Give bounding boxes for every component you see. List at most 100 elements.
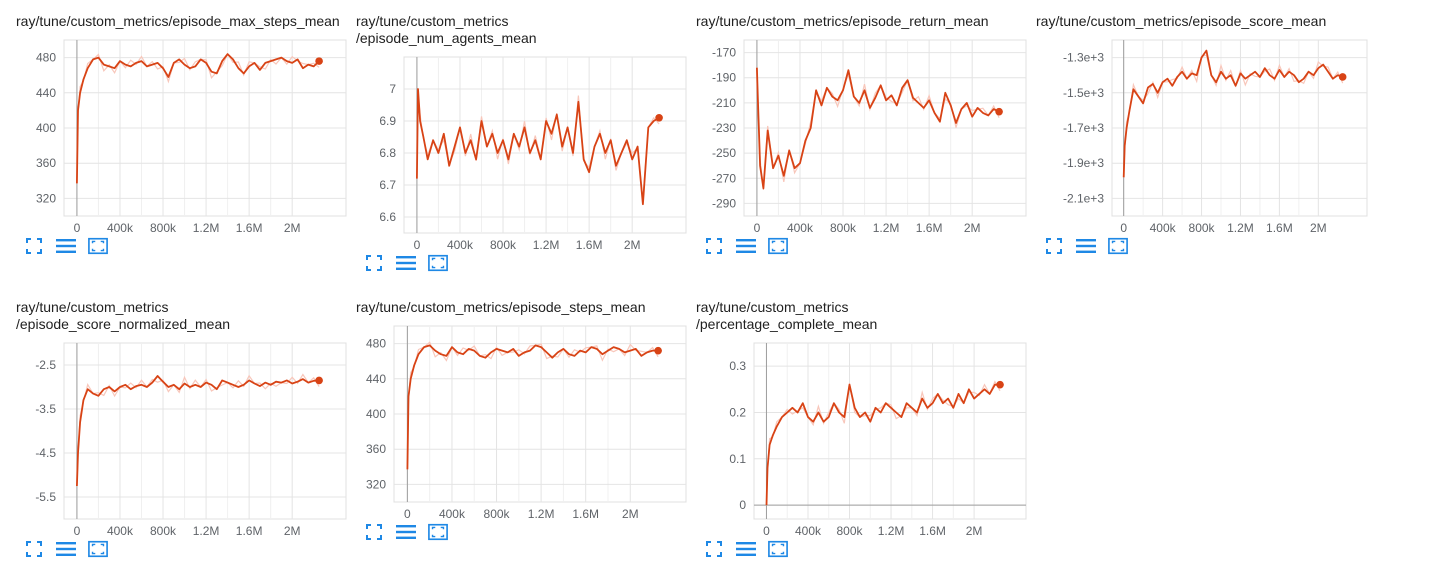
chart-toolbar — [704, 236, 788, 256]
chart-toolbar — [364, 253, 448, 273]
y-tick-label: 6.8 — [379, 146, 396, 160]
y-tick-label: -1.3e+3 — [1063, 51, 1104, 65]
chart-title: ray/tune/custom_metrics/episode_max_step… — [16, 13, 340, 29]
x-tick-label: 800k — [1189, 221, 1216, 235]
chart-plot[interactable]: 0 400k 800k 1.2M 1.6M 2M 7 6.9 6.8 6.7 6.6 — [379, 56, 687, 255]
smoothed-series-line — [76, 375, 320, 487]
y-tick-label: -170 — [712, 46, 736, 60]
chart-plot[interactable]: 0 400k 800k 1.2M 1.6M 2M 480 440 400 360 320 — [36, 39, 347, 238]
y-tick-label: -250 — [712, 146, 736, 160]
x-tick-label: 1.2M — [878, 524, 905, 538]
chart-plot[interactable]: 0 400k 800k 1.2M 1.6M 2M 0.3 0.2 0.1 0 — [729, 342, 1027, 541]
y-tick-label: 6.9 — [379, 114, 396, 128]
fit-domain-button[interactable] — [768, 539, 788, 559]
y-tick-label: 400 — [366, 407, 386, 421]
x-tick-label: 800k — [484, 507, 511, 521]
y-tick-label: -2.5 — [35, 358, 56, 372]
fit-domain-button[interactable] — [768, 236, 788, 256]
fit-screen-icon — [88, 237, 108, 255]
chart-plot[interactable]: 0 400k 800k 1.2M 1.6M 2M -170 -190 -210 -230 -250 -… — [712, 39, 1027, 238]
chart-title: ray/tune/custom_metrics /episode_num_age… — [356, 13, 537, 46]
x-tick-label: 1.2M — [533, 238, 560, 252]
smoothed-series-line — [756, 67, 1000, 190]
y-tick-label: 480 — [36, 51, 56, 65]
y-tick-label: -270 — [712, 171, 736, 185]
smoothed-series-line — [406, 344, 659, 470]
chart-title: ray/tune/custom_metrics/episode_score_me… — [1036, 13, 1327, 29]
x-tick-label: 800k — [836, 524, 863, 538]
y-tick-label: -1.7e+3 — [1063, 121, 1104, 135]
fit-domain-button[interactable] — [428, 253, 448, 273]
list-icon — [56, 542, 76, 556]
fit-domain-button[interactable] — [88, 236, 108, 256]
y-tick-label: -5.5 — [35, 490, 56, 504]
list-icon — [396, 525, 416, 539]
raw-series-line — [76, 52, 320, 184]
list-icon — [396, 256, 416, 270]
x-tick-label: 400k — [1150, 221, 1177, 235]
plot-frame — [63, 342, 347, 520]
fit-screen-icon — [88, 540, 108, 558]
data-table-button[interactable] — [1076, 236, 1096, 256]
y-tick-label: -4.5 — [35, 446, 56, 460]
chart-toolbar — [364, 522, 448, 542]
fit-screen-icon — [428, 523, 448, 541]
y-tick-label: 6.7 — [379, 178, 396, 192]
last-point-marker — [654, 346, 662, 355]
x-tick-label: 2M — [284, 524, 301, 538]
smoothed-series-line — [1122, 49, 1344, 178]
x-tick-label: 1.2M — [528, 507, 555, 521]
smoothed-series-line — [765, 383, 1000, 506]
data-table-button[interactable] — [56, 539, 76, 559]
fullscreen-button[interactable] — [704, 236, 724, 256]
data-table-button[interactable] — [396, 522, 416, 542]
fit-domain-button[interactable] — [1108, 236, 1128, 256]
y-tick-label: -190 — [712, 71, 736, 85]
fullscreen-button[interactable] — [24, 236, 44, 256]
fullscreen-button[interactable] — [704, 539, 724, 559]
raw-series-line — [756, 67, 1000, 190]
data-table-button[interactable] — [56, 236, 76, 256]
fullscreen-button[interactable] — [1044, 236, 1064, 256]
x-tick-label: 2M — [1310, 221, 1327, 235]
fit-domain-button[interactable] — [428, 522, 448, 542]
chart-plot[interactable]: 0 400k 800k 1.2M 1.6M 2M -2.5 -3.5 -4.5 -5.5 — [35, 342, 347, 541]
x-tick-label: 2M — [284, 221, 301, 235]
x-tick-label: 1.6M — [919, 524, 946, 538]
y-tick-label: 0.3 — [729, 359, 746, 373]
chart-title: ray/tune/custom_metrics /percentage_comp… — [696, 299, 878, 332]
expand-icon — [1046, 238, 1062, 254]
x-tick-label: 1.6M — [236, 221, 263, 235]
fullscreen-button[interactable] — [364, 253, 384, 273]
x-tick-label: 2M — [966, 524, 983, 538]
y-tick-label: 360 — [366, 442, 386, 456]
chart-plot[interactable]: 0 400k 800k 1.2M 1.6M 2M 480 440 400 360 320 — [366, 325, 687, 524]
fit-screen-icon — [428, 254, 448, 272]
chart-plot[interactable]: 0 400k 800k 1.2M 1.6M 2M -1.3e+3 -1.5e+3 -1.7e+3… — [1063, 39, 1368, 238]
y-tick-label: 320 — [36, 191, 56, 205]
y-tick-label: 440 — [36, 86, 56, 100]
x-tick-label: 0 — [763, 524, 770, 538]
list-icon — [736, 542, 756, 556]
expand-icon — [26, 541, 42, 557]
x-tick-label: 1.2M — [873, 221, 900, 235]
data-table-button[interactable] — [736, 539, 756, 559]
chart-toolbar — [1044, 236, 1128, 256]
fit-domain-button[interactable] — [88, 539, 108, 559]
list-icon — [56, 239, 76, 253]
x-tick-label: 0 — [404, 507, 411, 521]
y-tick-label: -210 — [712, 96, 736, 110]
data-table-button[interactable] — [736, 236, 756, 256]
x-tick-label: 400k — [107, 221, 134, 235]
last-point-marker — [315, 57, 323, 65]
fullscreen-button[interactable] — [24, 539, 44, 559]
data-table-button[interactable] — [396, 253, 416, 273]
raw-series-line — [416, 92, 660, 200]
last-point-marker — [995, 107, 1003, 116]
y-tick-label: 320 — [366, 477, 386, 491]
expand-icon — [366, 255, 382, 271]
fit-screen-icon — [1108, 237, 1128, 255]
x-tick-label: 800k — [490, 238, 517, 252]
y-tick-label: -230 — [712, 121, 736, 135]
fullscreen-button[interactable] — [364, 522, 384, 542]
